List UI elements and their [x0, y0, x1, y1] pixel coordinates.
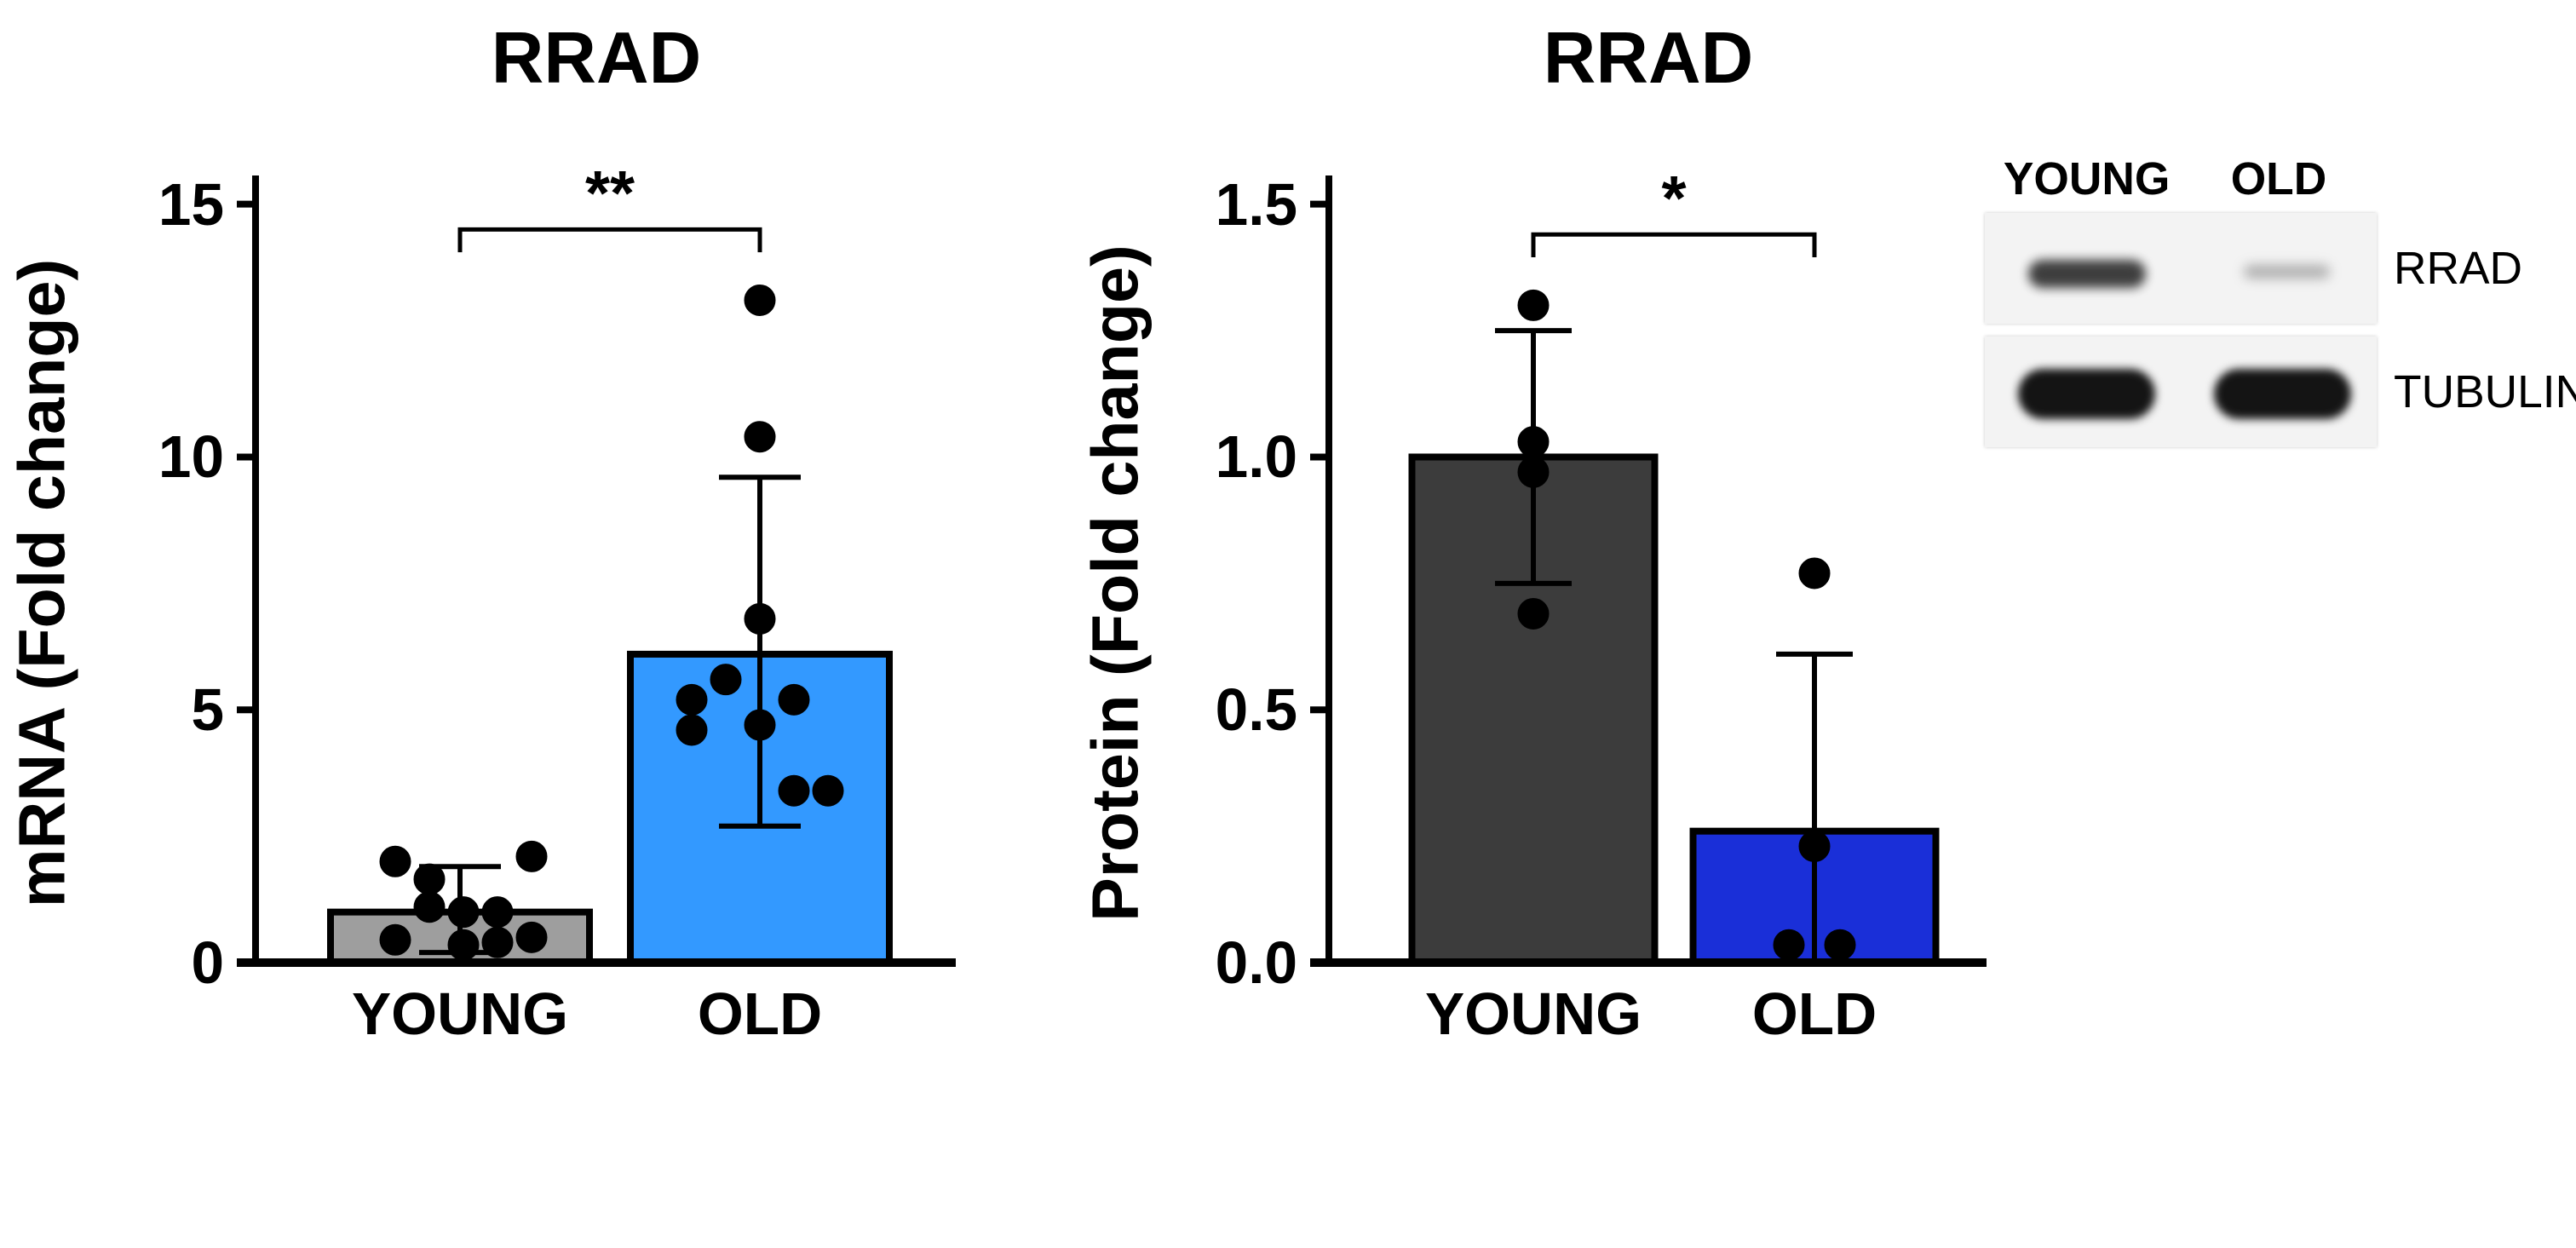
y-tick-label: 1.0 — [1165, 423, 1297, 491]
blot-row-image — [1985, 336, 2377, 447]
blot-band — [2244, 265, 2330, 279]
y-tick-label: 0.5 — [1165, 676, 1297, 744]
blot-band — [2018, 369, 2155, 419]
blot-row-image — [1985, 213, 2377, 324]
blot-column-label: YOUNG — [1976, 153, 2198, 205]
category-label: YOUNG — [1380, 980, 1687, 1048]
y-tick-label: 1.5 — [1165, 170, 1297, 239]
y-tick-label: 0.0 — [1165, 929, 1297, 997]
significance-marker: * — [1589, 161, 1759, 234]
blot-band — [2214, 369, 2351, 419]
western-blot: YOUNGOLDRRADTUBULIN — [1985, 153, 2530, 511]
panel-protein-ylabel: Protein (Fold change) — [1078, 192, 1154, 975]
category-label: OLD — [1661, 980, 1968, 1048]
panel-protein: RRAD Protein (Fold change) 0.0 0.5 1.0 1.5 Y… — [0, 0, 2019, 1133]
figure: RRAD mRNA (Fold change) 051015YOUNGOLD**… — [0, 0, 2576, 1248]
panel-protein-title: RRAD — [1329, 17, 1968, 101]
blot-column-label: OLD — [2168, 153, 2389, 205]
blot-row-label: RRAD — [2394, 243, 2522, 295]
blot-band — [2028, 260, 2146, 288]
panel-protein-plot — [1295, 128, 2002, 1082]
blot-row-label: TUBULIN — [2394, 366, 2576, 418]
